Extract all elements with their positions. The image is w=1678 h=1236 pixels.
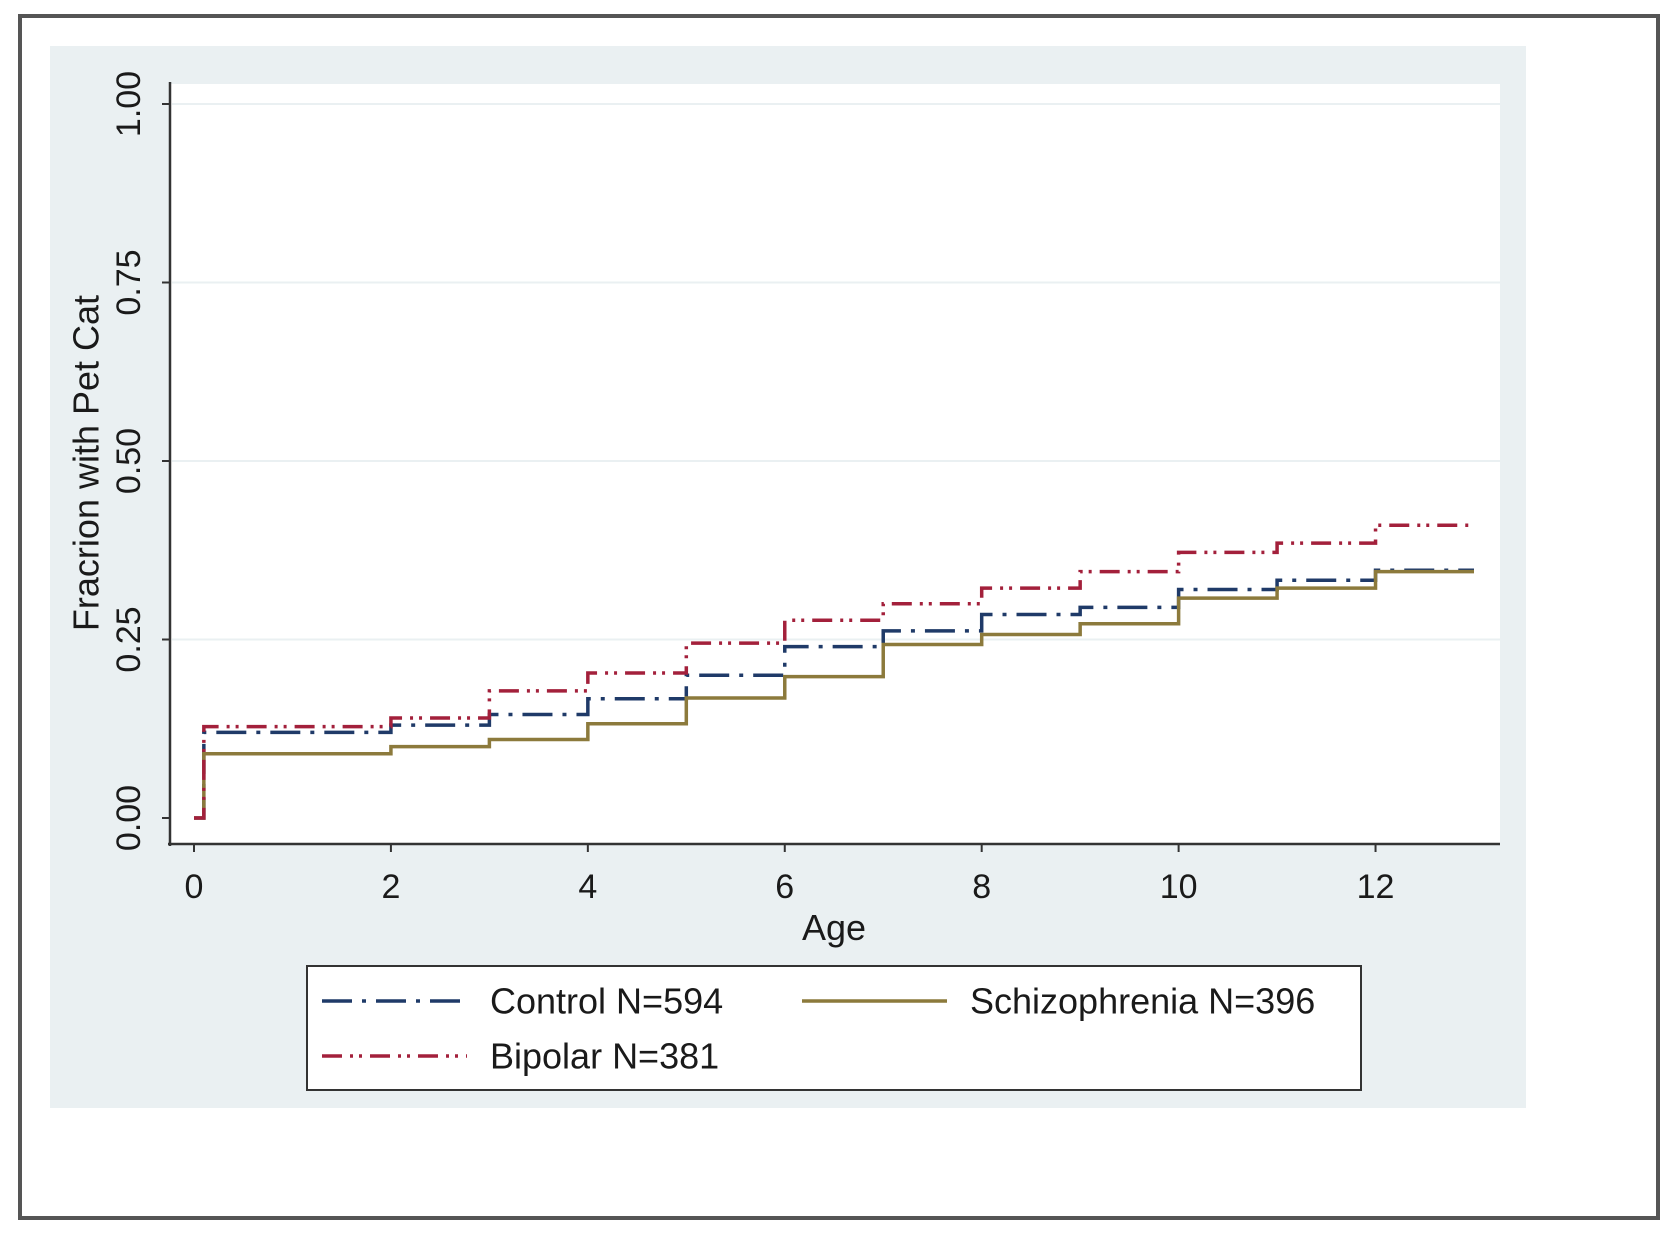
x-tick-label: 12 bbox=[1357, 868, 1395, 906]
y-tick-label: 0.75 bbox=[110, 249, 148, 315]
x-tick-label: 0 bbox=[185, 868, 204, 906]
legend-box bbox=[306, 965, 1362, 1091]
gridlines bbox=[172, 103, 1500, 641]
legend-label-3: Bipolar N=381 bbox=[490, 1036, 719, 1077]
series-layer bbox=[194, 523, 1474, 820]
x-tick-label: 8 bbox=[972, 868, 991, 906]
series-line-2 bbox=[194, 569, 1474, 820]
y-tick-label: 0.25 bbox=[110, 606, 148, 672]
legend: Control N=594 Schizophrenia N=396 Bipolar … bbox=[306, 965, 1362, 1091]
plot-area bbox=[170, 84, 1500, 844]
legend-label-2: Schizophrenia N=396 bbox=[970, 981, 1315, 1022]
y-axis-title: Fracrion with Pet Cat bbox=[66, 295, 107, 631]
y-tick-label: 1.00 bbox=[110, 71, 148, 137]
x-tick-label: 2 bbox=[381, 868, 400, 906]
survival-chart: 0.00 0.25 0.50 0.75 1.00 0 2 4 6 8 10 12 Age Fracri… bbox=[50, 46, 1526, 1108]
x-tick-label: 6 bbox=[775, 868, 794, 906]
y-tick-label: 0.50 bbox=[110, 428, 148, 494]
figure-frame: 0.00 0.25 0.50 0.75 1.00 0 2 4 6 8 10 12 Age Fracri… bbox=[18, 14, 1660, 1220]
x-tick-label: 10 bbox=[1160, 868, 1198, 906]
legend-label-1: Control N=594 bbox=[490, 981, 723, 1022]
x-tick-label: 4 bbox=[578, 868, 597, 906]
ticks: 0.00 0.25 0.50 0.75 1.00 0 2 4 6 8 10 12 bbox=[110, 71, 1394, 906]
series-line-1 bbox=[194, 568, 1474, 820]
x-axis-title: Age bbox=[802, 907, 866, 948]
y-tick-label: 0.00 bbox=[110, 785, 148, 851]
